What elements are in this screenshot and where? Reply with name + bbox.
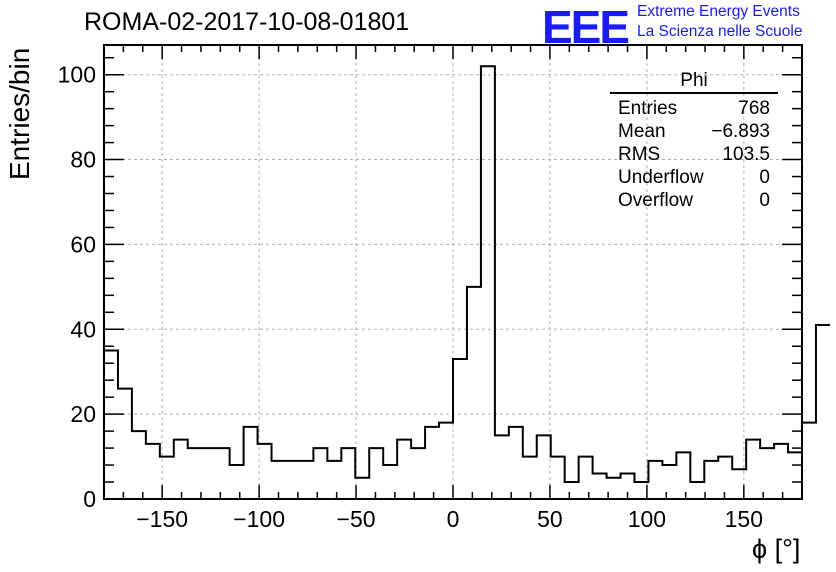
histogram-bin [746, 440, 760, 499]
stats-row-rms: RMS 103.5 [610, 143, 778, 166]
histogram-bin [774, 444, 788, 499]
histogram-bin [509, 427, 523, 499]
stats-value: 768 [738, 98, 770, 119]
x-tick-label: −50 [337, 506, 376, 532]
histogram-bin [369, 448, 383, 499]
histogram-bin [355, 478, 369, 499]
histogram-bin [174, 440, 188, 499]
eee-logo: EEE [542, 1, 630, 53]
histogram-bin [788, 452, 802, 499]
histogram-bin [299, 461, 313, 499]
histogram-bin [327, 461, 341, 499]
histogram-bin [593, 474, 607, 499]
histogram-bin [565, 482, 579, 499]
histogram-bin [453, 359, 467, 499]
histogram-bin [676, 452, 690, 499]
histogram-bin [439, 423, 453, 499]
histogram-outline [104, 65, 830, 484]
y-tick-label: 60 [70, 231, 96, 257]
x-tick-label: 100 [628, 506, 666, 532]
histogram-bin [230, 465, 244, 499]
logo-line-1: Extreme Energy Events [637, 3, 800, 20]
histogram-bin [718, 457, 732, 499]
x-tick-label: 150 [725, 506, 763, 532]
x-tick-label: 50 [537, 506, 563, 532]
histogram-bin [467, 287, 481, 499]
logo-line-2: La Scienza nelle Scuole [637, 23, 803, 40]
stats-value: −6.893 [711, 121, 770, 142]
stats-label: Mean [618, 121, 666, 142]
stats-label: Overflow [618, 190, 693, 211]
histogram-bin [216, 448, 230, 499]
stats-label: RMS [618, 144, 661, 165]
axis-ticks [104, 45, 802, 499]
stats-row-entries: Entries 768 [610, 97, 778, 120]
histogram-bin [662, 465, 676, 499]
y-axis-label: Entries/bin [4, 47, 35, 180]
y-tick-label: 100 [58, 62, 96, 88]
histogram-bin [690, 482, 704, 499]
histogram-bin [648, 461, 662, 499]
y-tick-label: 20 [70, 401, 96, 427]
histogram-bin [118, 389, 132, 499]
histogram-bin [495, 435, 509, 499]
x-tick-label: −100 [233, 506, 285, 532]
histogram-bin [146, 444, 160, 499]
histogram-bin [188, 448, 202, 499]
stats-divider [610, 92, 778, 94]
y-tick-label: 40 [70, 316, 96, 342]
stats-box: Phi Entries 768 Mean −6.893 RMS 103.5 Un… [610, 70, 778, 212]
histogram-bin [579, 457, 593, 499]
tick-labels: −150 −100 −50 0 50 100 150 0 20 40 60 80 100 [58, 62, 763, 532]
stats-row-overflow: Overflow 0 [610, 189, 778, 212]
histogram-bin [816, 325, 830, 499]
histogram-bin [202, 448, 216, 499]
histogram-bin [523, 457, 537, 499]
histogram-bin [313, 448, 327, 499]
y-tick-label: 0 [83, 486, 96, 512]
stats-label: Entries [618, 98, 678, 119]
stats-value: 0 [759, 167, 770, 188]
histogram-bin [132, 431, 146, 499]
stats-row-underflow: Underflow 0 [610, 166, 778, 189]
histogram-bin [551, 457, 565, 499]
histogram-bin [244, 427, 258, 499]
histogram-bin [704, 461, 718, 499]
stats-label: Underflow [618, 167, 704, 188]
histogram-bin [760, 448, 774, 499]
x-tick-label: −150 [136, 506, 188, 532]
stats-title: Phi [680, 70, 708, 91]
histogram-bin [425, 427, 439, 499]
histogram-bin [104, 350, 118, 499]
x-axis-label: ϕ [°] [752, 534, 801, 564]
x-tick-label: 0 [447, 506, 460, 532]
histogram-bin [341, 448, 355, 499]
histogram-bin [537, 435, 551, 499]
stats-row-mean: Mean −6.893 [610, 120, 778, 143]
chart-title: ROMA-02-2017-10-08-01801 [84, 8, 410, 36]
y-tick-label: 80 [70, 147, 96, 173]
histogram-bin [481, 66, 495, 499]
histogram-bin [802, 423, 816, 499]
histogram-bin [411, 448, 425, 499]
stats-value: 103.5 [722, 144, 770, 165]
histogram-bin [397, 440, 411, 499]
stats-value: 0 [759, 190, 770, 211]
